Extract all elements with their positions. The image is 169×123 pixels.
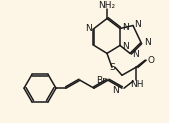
Text: S: S (109, 63, 115, 72)
Text: Br: Br (96, 76, 106, 85)
Text: N: N (85, 24, 92, 33)
Text: NH₂: NH₂ (98, 1, 116, 10)
Text: NH: NH (130, 80, 144, 89)
Text: N: N (122, 42, 129, 51)
Text: N: N (122, 23, 129, 32)
Text: O: O (148, 56, 155, 65)
Text: N: N (144, 38, 151, 47)
Text: N: N (112, 86, 119, 95)
Text: N: N (134, 20, 141, 29)
Text: N: N (132, 50, 139, 59)
